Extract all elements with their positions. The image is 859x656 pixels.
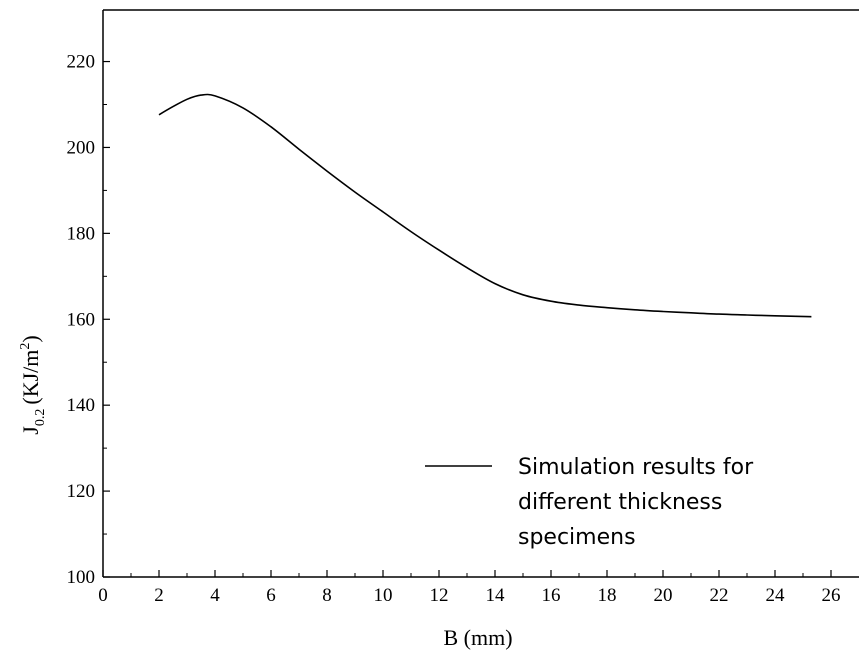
x-tick-label: 22 [710, 585, 729, 606]
x-tick-label: 14 [486, 585, 506, 606]
x-tick-label: 26 [822, 585, 841, 606]
legend-label-line-1: Simulation results for [518, 455, 754, 480]
y-axis-title: J0.2 (KJ/m2) [18, 335, 48, 434]
series-line [158, 93, 812, 318]
x-tick-label: 18 [598, 585, 617, 606]
y-axis-title-unit: (KJ/m [18, 350, 43, 405]
legend: Simulation results for different thickne… [425, 455, 754, 550]
x-axis-ticks: 0 2 4 6 8 10 12 14 16 18 20 22 24 26 [98, 570, 841, 606]
y-tick-label: 100 [67, 567, 96, 588]
x-axis-title: B (mm) [443, 625, 512, 650]
y-axis-title-unit-close: ) [18, 335, 43, 342]
x-tick-label: 2 [154, 585, 164, 606]
legend-label-line-2: different thickness [518, 490, 722, 515]
x-tick-label: 4 [210, 585, 220, 606]
y-tick-label: 180 [67, 223, 96, 244]
y-tick-label: 200 [67, 137, 96, 158]
x-tick-label: 16 [542, 585, 561, 606]
series-layer [158, 93, 812, 318]
y-tick-label: 140 [67, 395, 96, 416]
y-axis-title-base: J [18, 426, 43, 435]
x-tick-label: 0 [98, 585, 108, 606]
legend-label-line-3: specimens [518, 525, 636, 550]
y-tick-label: 120 [67, 481, 96, 502]
x-tick-label: 20 [654, 585, 673, 606]
y-tick-label: 220 [67, 52, 96, 73]
y-axis-title-subscript: 0.2 [33, 409, 48, 427]
x-tick-label: 12 [430, 585, 449, 606]
plot-frame [102, 9, 859, 578]
x-tick-label: 8 [322, 585, 332, 606]
x-tick-label: 10 [374, 585, 393, 606]
x-tick-label: 6 [266, 585, 276, 606]
x-tick-label: 24 [766, 585, 786, 606]
y-axis-title-unit-superscript: 2 [18, 343, 33, 350]
y-tick-label: 160 [67, 309, 96, 330]
y-axis-ticks: 100 120 140 160 180 200 220 [67, 52, 110, 588]
